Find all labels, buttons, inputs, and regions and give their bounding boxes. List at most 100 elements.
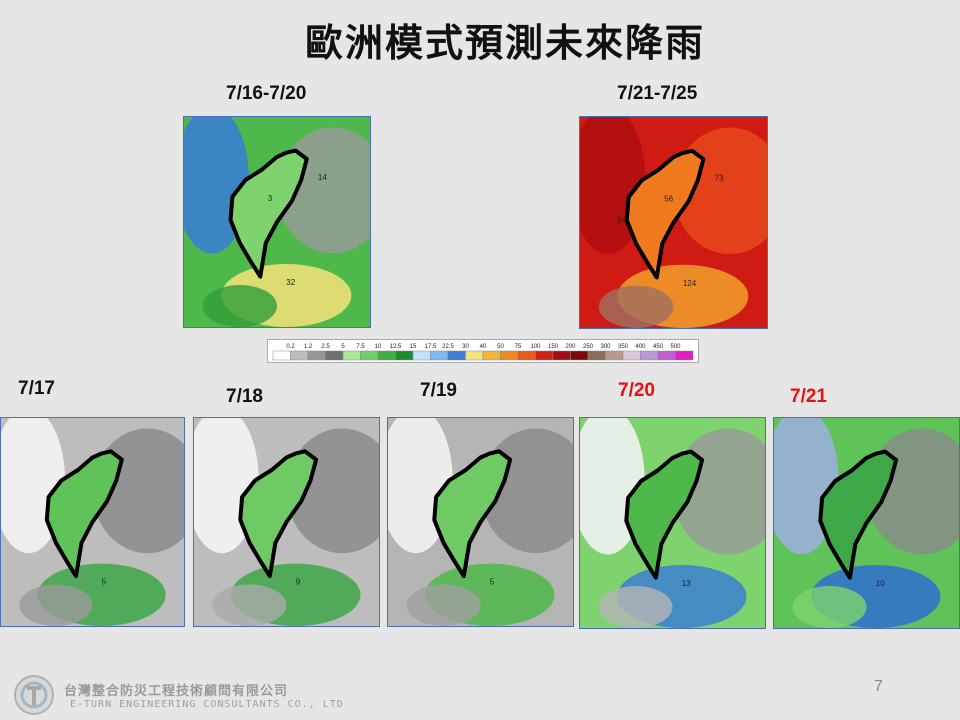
map-annotation: 124	[683, 279, 697, 288]
color-bar-label: 0.2	[286, 344, 295, 350]
taiwan-rain	[820, 451, 897, 578]
color-bar-label: 300	[600, 344, 611, 350]
map-annotation: 5	[102, 577, 107, 586]
slide-title: 歐洲模式預測未來降雨	[304, 23, 705, 65]
color-swatch	[360, 350, 379, 361]
color-bar-label: 15	[410, 344, 417, 350]
rain-area	[19, 584, 93, 626]
taiwan-outline	[624, 449, 705, 580]
color-swatch	[307, 350, 326, 361]
period-label: 7/21-7/25	[617, 83, 698, 104]
rain-area	[406, 584, 481, 626]
day-label: 7/21	[790, 386, 827, 407]
color-swatch	[517, 350, 536, 361]
color-bar-label: 100	[530, 344, 541, 350]
taiwan-rain	[434, 451, 511, 577]
taiwan-outline	[228, 148, 309, 279]
color-swatch	[587, 350, 606, 361]
rain-map: 13	[579, 417, 766, 629]
day-label: 7/19	[420, 380, 457, 401]
map-annotation: 32	[286, 278, 295, 287]
color-swatch	[342, 350, 361, 361]
color-bar-label: 500	[670, 344, 681, 350]
color-swatch	[605, 350, 624, 361]
taiwan-outline	[432, 449, 513, 579]
color-bar-label: 30	[462, 344, 469, 350]
color-bar-label: 1.2	[304, 344, 313, 350]
taiwan-outline	[818, 449, 899, 580]
taiwan-outline	[624, 148, 706, 280]
map-annotation: 10	[876, 579, 885, 588]
map-annotation: 9	[296, 577, 301, 586]
rain-map: 5	[387, 417, 574, 627]
taiwan-rain	[230, 150, 307, 277]
color-swatch	[622, 350, 641, 361]
color-bar-label: 10	[375, 344, 382, 350]
color-bar-label: 350	[618, 344, 629, 350]
rain-area	[202, 285, 277, 327]
color-bar-label: 400	[635, 344, 646, 350]
rain-area	[212, 584, 287, 626]
map-annotation: 5	[490, 577, 495, 586]
color-bar-label: 50	[497, 344, 504, 350]
rain-map: 5	[0, 417, 185, 627]
map-annotation: 3	[268, 194, 273, 203]
color-swatch	[430, 350, 449, 361]
company-name: 台灣整合防災工程技術顧問有限公司	[64, 683, 289, 698]
color-bar-label: 5	[341, 344, 345, 350]
color-swatch	[535, 350, 554, 361]
color-bar-label: 17.5	[425, 344, 437, 350]
color-swatch	[395, 350, 414, 361]
color-bar-label: 75	[515, 344, 522, 350]
rain-map: 124 73 56 54	[579, 116, 768, 329]
color-swatch	[272, 350, 291, 361]
color-bar-label: 2.5	[321, 344, 330, 350]
page-number: 7	[874, 678, 883, 695]
taiwan-rain	[626, 451, 703, 578]
color-bar-label: 200	[565, 344, 576, 350]
taiwan-outline	[238, 449, 319, 579]
color-swatch	[465, 350, 484, 361]
day-label: 7/17	[18, 378, 55, 399]
color-bar-label: 12.5	[390, 344, 402, 350]
color-swatch	[570, 350, 589, 361]
color-bar-label: 22.5	[442, 344, 454, 350]
map-annotation: 14	[318, 173, 327, 182]
map-annotation: 13	[682, 579, 691, 588]
color-bar-label: 250	[583, 344, 594, 350]
color-bar-label: 7.5	[356, 344, 365, 350]
rain-map: 9	[193, 417, 380, 627]
rain-map: 10	[773, 417, 960, 629]
company-name-en: E-TURN ENGINEERING CONSULTANTS CO., LTD	[70, 699, 344, 710]
color-swatch	[290, 350, 309, 361]
rain-map: 32 14 3	[183, 116, 371, 328]
period-label: 7/16-7/20	[226, 83, 307, 104]
taiwan-outline	[44, 449, 124, 579]
color-swatch	[482, 350, 501, 361]
map-annotation: 54	[617, 216, 626, 225]
color-bar-label: 40	[480, 344, 487, 350]
color-swatch	[412, 350, 431, 361]
color-swatch	[640, 350, 659, 361]
day-label: 7/20	[618, 380, 655, 401]
color-bar: 0.2 1.2 2.5 5 7.5 10 12.5 15 17.5 22.5 30 40 50 75 100…	[267, 339, 699, 363]
rain-area	[598, 586, 673, 628]
taiwan-rain	[626, 150, 704, 278]
color-swatch	[447, 350, 466, 361]
color-bar-label: 150	[548, 344, 559, 350]
company-logo	[14, 675, 54, 715]
color-swatch	[325, 350, 344, 361]
taiwan-rain	[46, 451, 122, 577]
color-swatch	[552, 350, 571, 361]
color-swatch	[675, 350, 694, 361]
color-swatch	[377, 350, 396, 361]
color-swatch	[500, 350, 519, 361]
color-swatch	[657, 350, 676, 361]
rain-area	[598, 285, 674, 328]
taiwan-rain	[240, 451, 317, 577]
day-label: 7/18	[226, 386, 263, 407]
map-annotation: 56	[664, 194, 673, 203]
color-bar-label: 450	[653, 344, 664, 350]
map-annotation: 73	[715, 173, 724, 182]
